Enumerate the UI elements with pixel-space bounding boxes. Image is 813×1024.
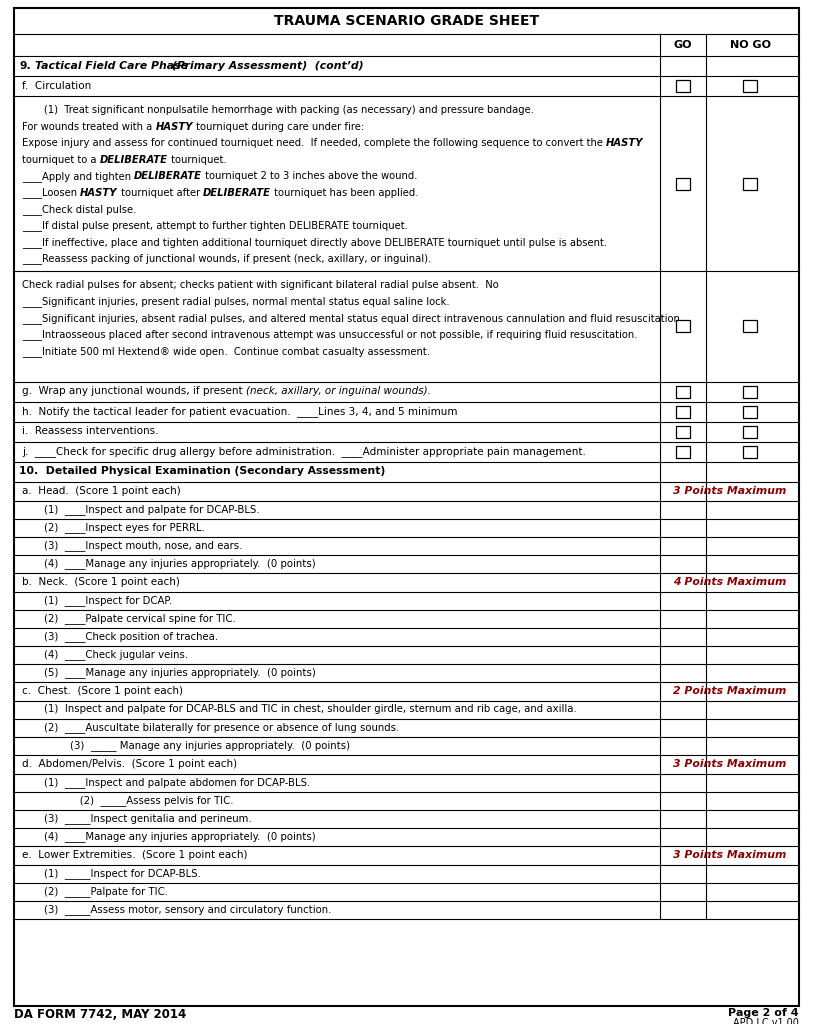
Bar xyxy=(676,385,690,397)
Bar xyxy=(743,177,757,189)
Text: tourniquet during care under fire:: tourniquet during care under fire: xyxy=(193,122,364,132)
Text: DELIBERATE: DELIBERATE xyxy=(134,171,202,181)
Text: a.  Head.  (Score 1 point each): a. Head. (Score 1 point each) xyxy=(22,486,180,496)
Text: Check radial pulses for absent; checks patient with significant bilateral radial: Check radial pulses for absent; checks p… xyxy=(22,281,498,290)
Text: TRAUMA SCENARIO GRADE SHEET: TRAUMA SCENARIO GRADE SHEET xyxy=(274,14,539,28)
Bar xyxy=(743,321,757,332)
Bar xyxy=(676,177,690,189)
Text: 4 Points Maximum: 4 Points Maximum xyxy=(673,577,786,587)
Text: (2)  ____Auscultate bilaterally for presence or absence of lung sounds.: (2) ____Auscultate bilaterally for prese… xyxy=(44,722,399,733)
Bar xyxy=(676,445,690,458)
Text: d.  Abdomen/Pelvis.  (Score 1 point each): d. Abdomen/Pelvis. (Score 1 point each) xyxy=(22,759,237,769)
Text: DA FORM 7742, MAY 2014: DA FORM 7742, MAY 2014 xyxy=(14,1008,186,1021)
Text: 10.  Detailed Physical Examination (Secondary Assessment): 10. Detailed Physical Examination (Secon… xyxy=(19,467,385,476)
Text: ____Significant injuries, absent radial pulses, and altered mental status equal : ____Significant injuries, absent radial … xyxy=(22,312,683,324)
Bar xyxy=(743,406,757,418)
Text: e.  Lower Extremities.  (Score 1 point each): e. Lower Extremities. (Score 1 point eac… xyxy=(22,850,247,860)
Text: Expose injury and assess for continued tourniquet need.  If needed, complete the: Expose injury and assess for continued t… xyxy=(22,138,606,148)
Text: HASTY: HASTY xyxy=(155,122,193,132)
Text: (2)  ____Inspect eyes for PERRL.: (2) ____Inspect eyes for PERRL. xyxy=(44,522,205,532)
Text: For wounds treated with a: For wounds treated with a xyxy=(22,122,155,132)
Text: Page 2 of 4: Page 2 of 4 xyxy=(728,1008,799,1018)
Text: (Primary Assessment)  (cont’d): (Primary Assessment) (cont’d) xyxy=(172,61,363,71)
Text: (4)  ____Manage any injuries appropriately.  (0 points): (4) ____Manage any injuries appropriatel… xyxy=(44,831,315,842)
Text: (1)  ____Inspect and palpate for DCAP-BLS.: (1) ____Inspect and palpate for DCAP-BLS… xyxy=(44,504,259,515)
Text: tourniquet has been applied.: tourniquet has been applied. xyxy=(271,187,419,198)
Text: DELIBERATE: DELIBERATE xyxy=(100,155,167,165)
Text: tourniquet 2 to 3 inches above the wound.: tourniquet 2 to 3 inches above the wound… xyxy=(202,171,418,181)
Text: (3)  _____Inspect genitalia and perineum.: (3) _____Inspect genitalia and perineum. xyxy=(44,813,252,824)
Text: (1)  ____Inspect for DCAP.: (1) ____Inspect for DCAP. xyxy=(44,595,172,606)
Text: 3 Points Maximum: 3 Points Maximum xyxy=(673,759,786,769)
Text: (neck, axillary, or inguinal wounds).: (neck, axillary, or inguinal wounds). xyxy=(246,386,431,396)
Text: g.  Wrap any junctional wounds, if present: g. Wrap any junctional wounds, if presen… xyxy=(22,386,246,396)
Bar xyxy=(743,426,757,437)
Text: ____If ineffective, place and tighten additional tourniquet directly above DELIB: ____If ineffective, place and tighten ad… xyxy=(22,237,607,248)
Text: (2)  ____Palpate cervical spine for TIC.: (2) ____Palpate cervical spine for TIC. xyxy=(44,613,236,624)
Text: (2)  _____Assess pelvis for TIC.: (2) _____Assess pelvis for TIC. xyxy=(44,795,233,806)
Text: ____Initiate 500 ml Hextend® wide open.  Continue combat casualty assessment.: ____Initiate 500 ml Hextend® wide open. … xyxy=(22,346,430,356)
Text: tourniquet to a: tourniquet to a xyxy=(22,155,100,165)
Text: h.  Notify the tactical leader for patient evacuation.  ____Lines 3, 4, and 5 mi: h. Notify the tactical leader for patien… xyxy=(22,407,458,417)
Bar xyxy=(743,445,757,458)
Text: 3 Points Maximum: 3 Points Maximum xyxy=(673,486,786,496)
Text: (3)  ____Check position of trachea.: (3) ____Check position of trachea. xyxy=(44,631,218,642)
Text: b.  Neck.  (Score 1 point each): b. Neck. (Score 1 point each) xyxy=(22,577,180,587)
Text: f.  Circulation: f. Circulation xyxy=(22,81,91,91)
Text: (3)  _____ Manage any injuries appropriately.  (0 points): (3) _____ Manage any injuries appropriat… xyxy=(44,740,350,751)
Text: g.  Wrap any junctional wounds, if present: g. Wrap any junctional wounds, if presen… xyxy=(22,386,246,396)
Bar xyxy=(676,321,690,332)
Text: tourniquet.: tourniquet. xyxy=(167,155,226,165)
Text: 9.: 9. xyxy=(19,61,31,71)
Text: APD LC v1.00: APD LC v1.00 xyxy=(733,1018,799,1024)
Text: ____Reassess packing of junctional wounds, if present (neck, axillary, or inguin: ____Reassess packing of junctional wound… xyxy=(22,253,431,264)
Text: (1)  Inspect and palpate for DCAP-BLS and TIC in chest, shoulder girdle, sternum: (1) Inspect and palpate for DCAP-BLS and… xyxy=(44,705,576,715)
Text: (5)  ____Manage any injuries appropriately.  (0 points): (5) ____Manage any injuries appropriatel… xyxy=(44,667,316,678)
Bar xyxy=(676,406,690,418)
Text: ____If distal pulse present, attempt to further tighten DELIBERATE tourniquet.: ____If distal pulse present, attempt to … xyxy=(22,220,408,231)
Text: 3 Points Maximum: 3 Points Maximum xyxy=(673,850,786,860)
Text: HASTY: HASTY xyxy=(606,138,644,148)
Text: 2 Points Maximum: 2 Points Maximum xyxy=(673,686,786,696)
Bar xyxy=(676,426,690,437)
Text: c.  Chest.  (Score 1 point each): c. Chest. (Score 1 point each) xyxy=(22,686,183,696)
Text: Tactical Field Care Phase: Tactical Field Care Phase xyxy=(35,61,192,71)
Text: ____Apply and tighten: ____Apply and tighten xyxy=(22,171,134,181)
Text: ____Loosen: ____Loosen xyxy=(22,187,80,199)
Text: ____Check distal pulse.: ____Check distal pulse. xyxy=(22,204,137,215)
Bar xyxy=(743,80,757,92)
Text: i.  Reassess interventions.: i. Reassess interventions. xyxy=(22,427,159,436)
Text: ____Intraosseous placed after second intravenous attempt was unsuccessful or not: ____Intraosseous placed after second int… xyxy=(22,330,637,340)
Bar xyxy=(676,80,690,92)
Text: (2)  _____Palpate for TIC.: (2) _____Palpate for TIC. xyxy=(44,886,168,897)
Text: tourniquet after: tourniquet after xyxy=(118,187,203,198)
Text: (4)  ____Check jugular veins.: (4) ____Check jugular veins. xyxy=(44,649,188,659)
Text: j.  ____Check for specific drug allergy before administration.  ____Administer a: j. ____Check for specific drug allergy b… xyxy=(22,446,586,457)
Text: HASTY: HASTY xyxy=(80,187,118,198)
Text: (1)  ____Inspect and palpate abdomen for DCAP-BLS.: (1) ____Inspect and palpate abdomen for … xyxy=(44,777,311,787)
Text: DELIBERATE: DELIBERATE xyxy=(203,187,271,198)
Text: ____Significant injuries, present radial pulses, normal mental status equal sali: ____Significant injuries, present radial… xyxy=(22,296,450,307)
Text: (4)  ____Manage any injuries appropriately.  (0 points): (4) ____Manage any injuries appropriatel… xyxy=(44,558,315,569)
Text: (1)  Treat significant nonpulsatile hemorrhage with packing (as necessary) and p: (1) Treat significant nonpulsatile hemor… xyxy=(22,105,534,116)
Text: (1)  _____Inspect for DCAP-BLS.: (1) _____Inspect for DCAP-BLS. xyxy=(44,868,201,879)
Text: GO: GO xyxy=(674,40,692,50)
Bar xyxy=(743,385,757,397)
Text: NO GO: NO GO xyxy=(729,40,771,50)
Text: (3)  ____Inspect mouth, nose, and ears.: (3) ____Inspect mouth, nose, and ears. xyxy=(44,540,242,551)
Text: (3)  _____Assess motor, sensory and circulatory function.: (3) _____Assess motor, sensory and circu… xyxy=(44,904,332,915)
